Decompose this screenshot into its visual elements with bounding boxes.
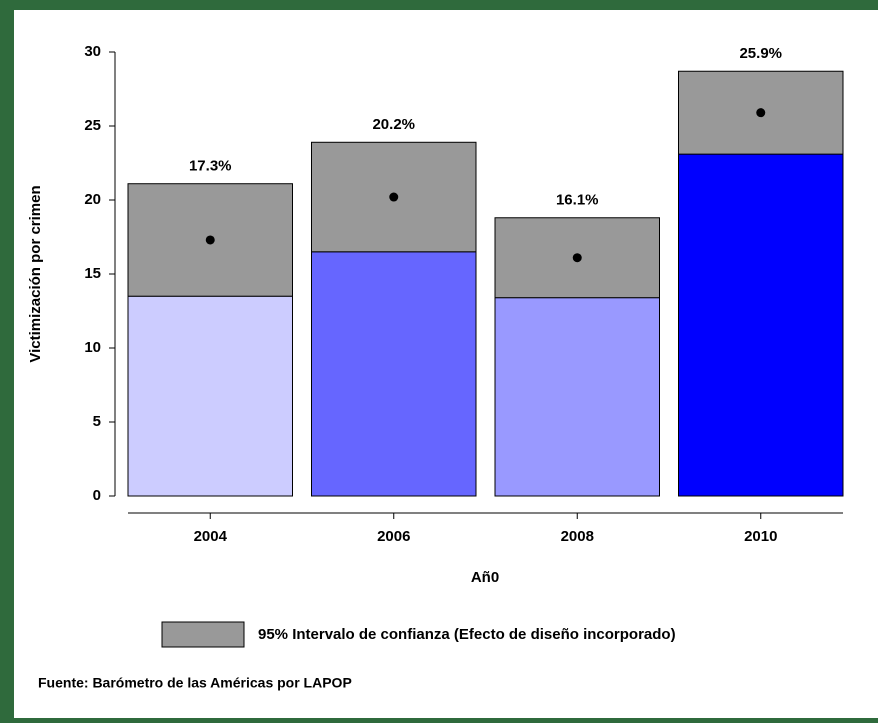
y-tick-label: 25 <box>84 117 101 134</box>
y-tick-label: 0 <box>93 487 101 504</box>
x-tick-label: 2010 <box>744 528 777 545</box>
mean-dot <box>756 108 766 118</box>
y-tick-label: 20 <box>84 191 101 208</box>
legend-label: 95% Intervalo de confianza (Efecto de di… <box>258 626 676 643</box>
value-label: 17.3% <box>189 158 232 175</box>
bar <box>311 251 477 497</box>
bar <box>678 153 844 497</box>
mean-dot <box>389 192 399 202</box>
y-axis-label: Victimización por crimen <box>27 185 44 362</box>
mean-dot <box>205 235 215 245</box>
bar <box>127 295 293 497</box>
x-axis-label: Añ0 <box>471 569 499 586</box>
x-tick-label: 2008 <box>561 528 594 545</box>
mean-dot <box>572 253 582 263</box>
y-tick-label: 10 <box>84 339 101 356</box>
x-tick-label: 2006 <box>377 528 410 545</box>
source-note: Fuente: Barómetro de las Américas por LA… <box>38 675 352 691</box>
value-label: 25.9% <box>739 45 782 62</box>
value-label: 20.2% <box>372 116 415 133</box>
legend-swatch <box>161 621 245 648</box>
y-tick-label: 5 <box>93 413 101 430</box>
y-tick-label: 15 <box>84 265 101 282</box>
x-tick-label: 2004 <box>194 528 228 545</box>
value-label: 16.1% <box>556 192 599 209</box>
y-tick-label: 30 <box>84 43 101 60</box>
bar <box>494 297 660 497</box>
